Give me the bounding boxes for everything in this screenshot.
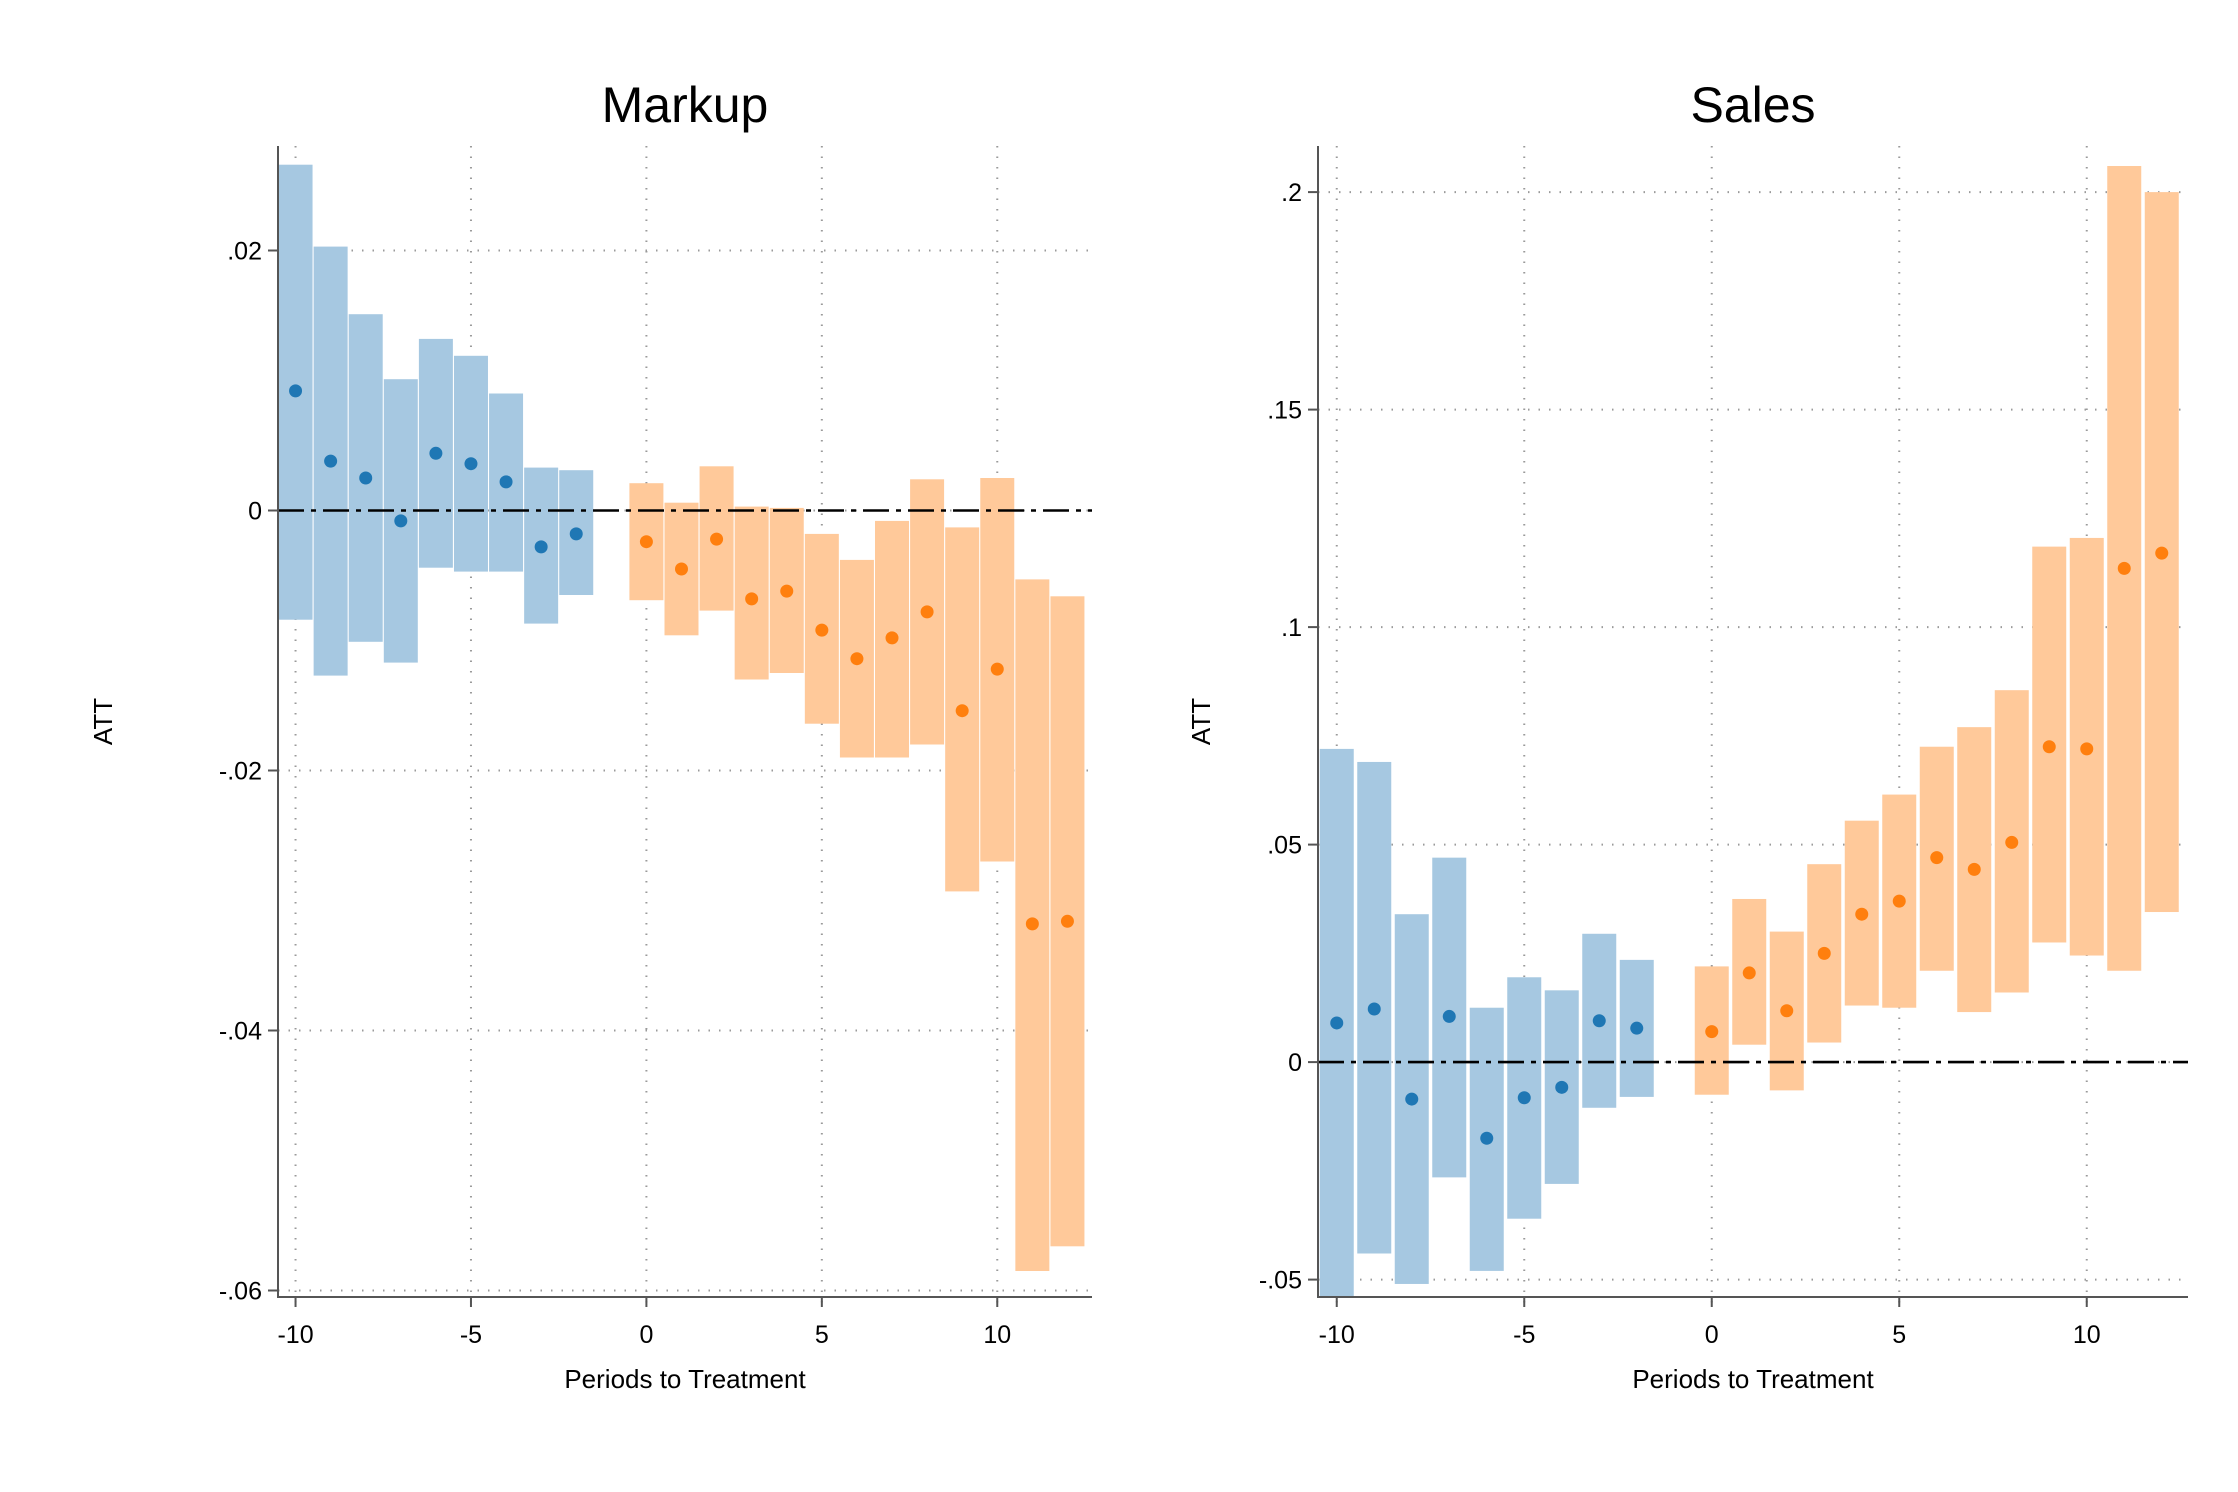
point-estimate	[2117, 561, 2131, 575]
point-estimate	[955, 704, 969, 718]
y-tick-label: 0	[1288, 1049, 1302, 1077]
x-tick-label: -5	[1513, 1321, 1535, 1349]
point-estimate	[1517, 1091, 1531, 1105]
point-estimate	[1025, 917, 1039, 931]
point-estimate	[1817, 946, 1831, 960]
x-tick-label: 5	[815, 1321, 829, 1349]
point-estimate	[745, 592, 759, 606]
point-estimate	[1855, 907, 1869, 921]
point-estimate	[1742, 966, 1756, 980]
point-estimate	[464, 457, 478, 471]
y-tick-label: .2	[1281, 179, 1302, 207]
point-estimate	[1442, 1009, 1456, 1023]
x-tick-label: -10	[1319, 1321, 1355, 1349]
x-tick-label: 5	[1892, 1321, 1906, 1349]
point-estimate	[2042, 740, 2056, 754]
point-estimate	[359, 471, 373, 485]
x-tick-label: -10	[277, 1321, 313, 1349]
markup-panel: .02 0 -.02 -.04 -.06 -10 -5 0 5 10 Markup Periods t…	[88, 77, 1092, 1394]
x-axis-label: Periods to Treatment	[564, 1364, 806, 1394]
point-estimate	[1330, 1016, 1344, 1030]
point-estimate	[289, 384, 303, 398]
x-tick-label: 10	[983, 1321, 1011, 1349]
y-tick-label: 0	[248, 498, 262, 526]
y-tick-label: -.04	[219, 1018, 262, 1046]
point-estimate	[1705, 1025, 1719, 1039]
point-estimate	[2080, 742, 2094, 756]
point-estimate	[1592, 1014, 1606, 1028]
point-estimate	[885, 631, 899, 645]
point-estimate	[534, 540, 548, 554]
y-axis-label: ATT	[88, 698, 118, 745]
y-tick-label: .02	[227, 238, 262, 266]
x-tick-label: -5	[460, 1321, 482, 1349]
y-tick-label: .15	[1267, 397, 1302, 425]
y-tick-label: -.05	[1259, 1267, 1302, 1295]
point-estimate	[324, 454, 338, 468]
x-tick-label: 0	[1705, 1321, 1719, 1349]
point-estimate	[1780, 1004, 1794, 1018]
x-axis-label: Periods to Treatment	[1632, 1364, 1874, 1394]
point-estimate	[990, 662, 1004, 676]
point-estimate	[1555, 1080, 1569, 1094]
point-estimate	[2155, 546, 2169, 560]
point-estimate	[815, 623, 829, 637]
point-estimate	[1367, 1002, 1381, 1016]
point-estimate	[1967, 862, 1981, 876]
y-tick-label: .05	[1267, 832, 1302, 860]
sales-panel: .2 .15 .1 .05 0 -.05 -10 -5 0 5 10 Sales Periods to …	[1186, 77, 2188, 1394]
point-estimate	[1930, 851, 1944, 865]
point-estimate	[1630, 1021, 1644, 1035]
point-estimate	[429, 446, 443, 460]
point-estimate	[1405, 1092, 1419, 1106]
x-tick-label: 10	[2073, 1321, 2101, 1349]
point-estimate	[780, 584, 794, 598]
point-estimate	[2005, 835, 2019, 849]
point-estimate	[674, 562, 688, 576]
point-estimate	[1892, 894, 1906, 908]
point-estimate	[394, 514, 408, 528]
point-estimate	[710, 532, 724, 546]
x-tick-label: 0	[639, 1321, 653, 1349]
point-estimate	[1480, 1131, 1494, 1145]
y-tick-label: .1	[1281, 614, 1302, 642]
point-estimate	[639, 535, 653, 549]
y-axis-label: ATT	[1186, 698, 1216, 745]
chart-title: Markup	[602, 77, 769, 133]
point-estimate	[920, 605, 934, 619]
point-estimate	[850, 652, 864, 666]
point-estimate	[499, 475, 513, 489]
point-estimate	[569, 527, 583, 541]
y-tick-label: -.02	[219, 758, 262, 786]
y-tick-label: -.06	[219, 1278, 262, 1306]
chart-title: Sales	[1690, 77, 1815, 133]
point-estimate	[1060, 914, 1074, 928]
